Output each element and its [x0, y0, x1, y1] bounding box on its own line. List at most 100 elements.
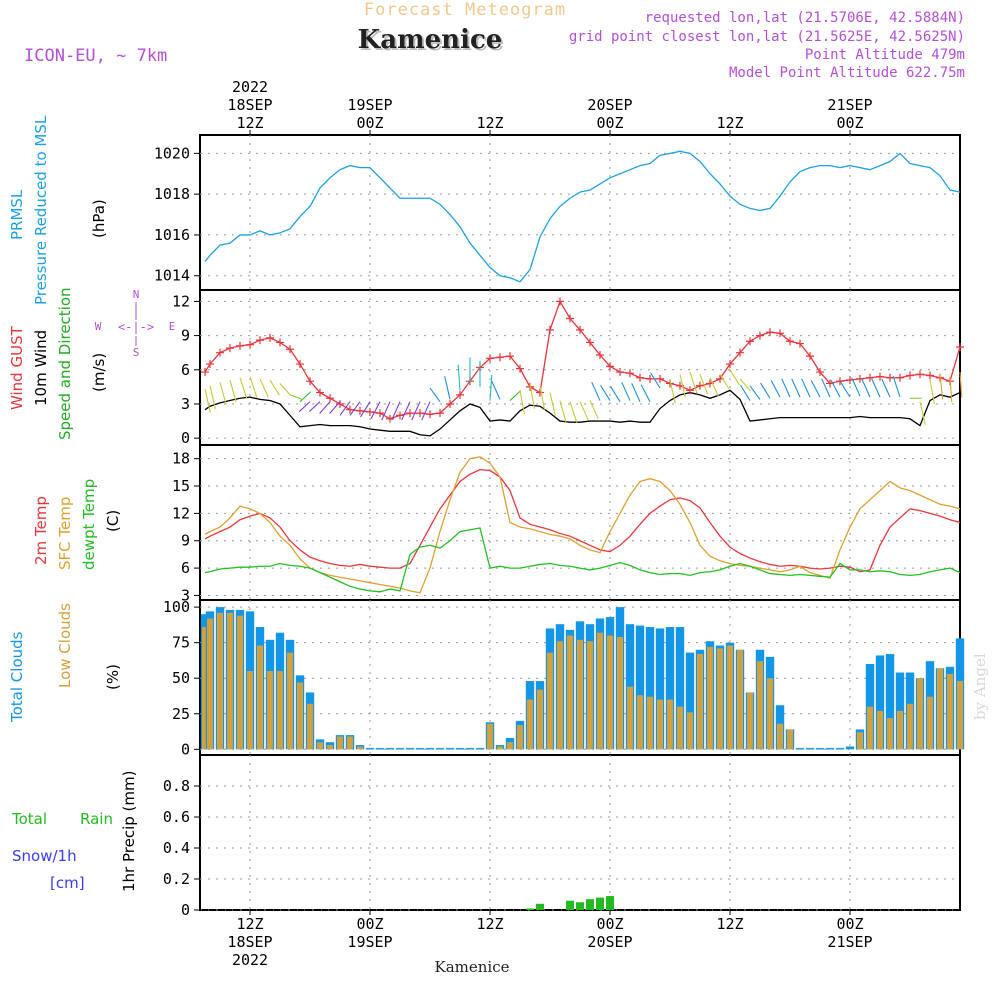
- model-label: ICON-EU, ~ 7km: [24, 46, 167, 66]
- gust-marker: [496, 353, 504, 362]
- wind-direction-arrow: [269, 379, 280, 396]
- wind-ytick-label: 3: [181, 395, 190, 413]
- gust-marker: [246, 340, 254, 349]
- bottom-time-label: 00Z: [356, 915, 383, 933]
- top-time-label: 00Z: [596, 114, 623, 132]
- credit-watermark: by Angel: [971, 653, 989, 720]
- wind-direction-arrow: [308, 401, 321, 413]
- gust-marker: [766, 328, 774, 337]
- top-time-label: 12Z: [476, 114, 503, 132]
- temp-labels: 2m Temp SFC Temp dewpt Temp (C): [32, 479, 122, 570]
- pressure-line: [204, 150, 961, 283]
- wind-direction-arrow: [429, 387, 441, 403]
- total-cloud-bar: [475, 747, 485, 750]
- product-title: Forecast Meteogram: [364, 0, 566, 20]
- low-cloud-bar: [307, 703, 313, 750]
- gust-marker: [316, 388, 324, 397]
- low-cloud-bar: [747, 692, 753, 750]
- wind-direction-arrow: [579, 401, 589, 421]
- gust-marker: [336, 399, 344, 408]
- gust-marker: [786, 337, 794, 346]
- total-cloud-bar: [405, 747, 415, 750]
- wind-direction-arrow: [851, 377, 861, 397]
- top-time-label: 00Z: [836, 114, 863, 132]
- dewpt-line: [204, 527, 961, 593]
- clouds-ytick-label: 75: [172, 634, 190, 652]
- precip-frame: [199, 754, 961, 911]
- temp-panel: 3 6 9 12 15 18: [172, 444, 961, 604]
- gust-marker: [216, 348, 224, 357]
- gust-marker: [756, 331, 764, 340]
- gust-marker: [876, 372, 884, 381]
- wind-direction-arrow: [319, 401, 331, 414]
- gust-marker: [806, 352, 814, 361]
- low-cloud-bar: [357, 746, 363, 750]
- gust-marker: [646, 374, 654, 383]
- low-cloud-bar: [277, 671, 283, 750]
- total-cloud-bar: [465, 747, 475, 750]
- wind-direction-arrow: [959, 372, 963, 398]
- gust-marker: [356, 406, 364, 415]
- gust-marker: [446, 399, 454, 408]
- gust-marker: [896, 373, 904, 382]
- low-cloud-bar: [217, 612, 223, 750]
- wind-direction-arrow: [770, 379, 781, 398]
- wind-labels: Wind GUST 10m Wind Speed and Direction (…: [8, 287, 175, 440]
- gust-label: Wind GUST: [8, 325, 26, 410]
- low-cloud-bar: [707, 646, 713, 750]
- gust-marker: [546, 325, 554, 334]
- bottom-time-label: 18SEP: [227, 933, 272, 951]
- total-cloud-bar: [655, 628, 665, 750]
- low-cloud-bar: [937, 668, 943, 750]
- rain-bar: [596, 897, 604, 910]
- pressure-ytick-label: 1020: [154, 144, 190, 162]
- low-cloud-bar: [757, 661, 763, 750]
- top-time-label: 12Z: [236, 114, 263, 132]
- gust-marker: [906, 371, 914, 380]
- low-cloud-bar: [347, 736, 353, 750]
- low-cloud-bar: [287, 652, 293, 750]
- wind-direction-arrow: [549, 392, 556, 416]
- gust-marker: [556, 297, 564, 306]
- wind-direction-arrow: [610, 386, 621, 402]
- low-cloud-bar: [897, 710, 903, 750]
- wind-direction-arrow: [729, 369, 740, 386]
- wind-direction-arrow: [229, 379, 237, 403]
- gust-marker: [686, 386, 694, 395]
- gust-marker: [566, 314, 574, 323]
- clouds-unit: (%): [104, 664, 122, 690]
- pressure-labels: PRMSL Pressure Reduced to MSL (hPa): [8, 115, 108, 305]
- total-cloud-bar: [645, 627, 655, 750]
- low-cloud-bar: [507, 742, 513, 750]
- total-cloud-bar: [385, 747, 395, 750]
- top-time-label: 00Z: [356, 114, 383, 132]
- wind-direction-arrow: [489, 374, 493, 401]
- bottom-time-label: 00Z: [596, 915, 623, 933]
- pressure-ytick-label: 1018: [154, 185, 190, 203]
- wind-direction-arrow: [929, 379, 936, 405]
- wind-direction-arrow: [509, 390, 522, 401]
- wind-direction-arrow: [457, 364, 461, 391]
- gust-marker: [226, 344, 234, 353]
- gust-marker: [696, 381, 704, 390]
- wind-direction-arrow: [559, 400, 567, 423]
- compass-arrows: <-|->: [118, 320, 154, 334]
- wind-direction-arrow: [421, 401, 431, 421]
- gust-marker: [516, 364, 524, 373]
- wind-direction-arrow: [569, 401, 578, 423]
- top-time-label: 20SEP: [587, 96, 632, 114]
- dewpt-label: dewpt Temp: [80, 479, 98, 570]
- temp-ytick-label: 12: [172, 504, 190, 522]
- low-cloud-bar: [767, 678, 773, 750]
- total-cloud-bar: [635, 625, 645, 750]
- wind-direction-arrow: [861, 378, 871, 398]
- point-altitude: Point Altitude 479m: [805, 47, 965, 63]
- low-cloud-bar: [927, 696, 933, 750]
- pressure-unit: (hPa): [90, 199, 108, 238]
- sfc-temp-label: SFC Temp: [56, 497, 74, 570]
- wind-direction-arrow: [249, 376, 258, 398]
- gust-marker: [506, 352, 514, 361]
- wind-direction-arrow: [749, 385, 761, 400]
- gust-marker: [656, 374, 664, 383]
- low-cloud-bar: [207, 618, 213, 750]
